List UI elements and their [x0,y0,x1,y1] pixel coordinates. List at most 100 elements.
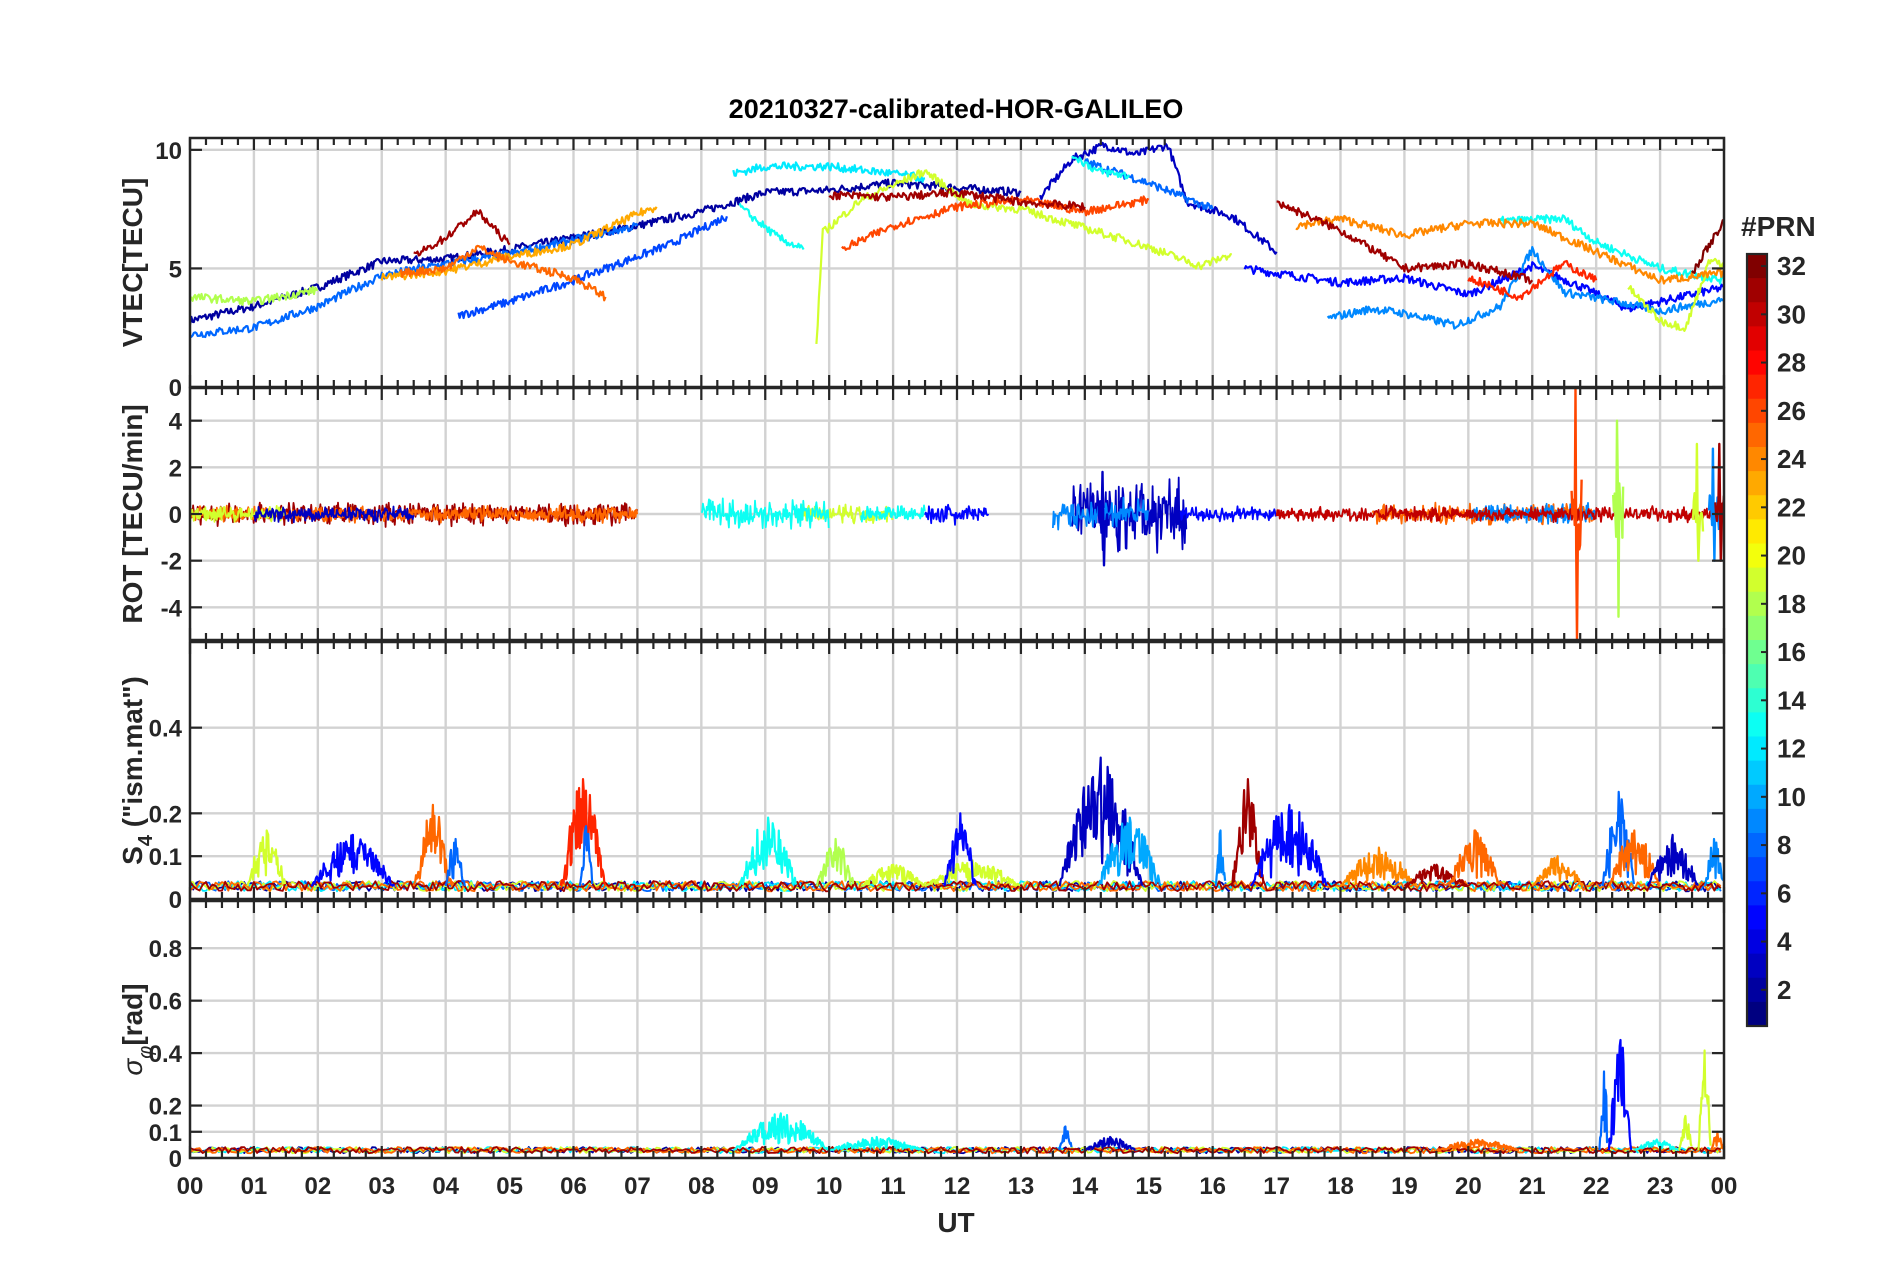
panel-sigma: 00.10.2 0.4 0.6 0.8 σφ[rad] [117,899,1726,1173]
s4-burst-prn-8 [1601,790,1636,887]
y-tick-label: 0.2 [149,1094,182,1121]
x-tick-label: 02 [304,1173,331,1200]
colorbar-swatch [1747,784,1767,810]
x-tick-label: 07 [624,1173,651,1200]
vtec-series-prn-31 [828,188,1086,212]
x-tick-label: 12 [944,1173,971,1200]
s4-burst-prn-24 [1339,846,1418,887]
x-tick-label: 11 [880,1173,905,1200]
y-axis-label-rot: ROT [TECU/min] [117,404,148,623]
colorbar-swatch [1747,760,1767,786]
panel-vtec: 0 5 10 VTEC[TECU] [117,136,1726,402]
x-tick-label: 16 [1199,1173,1226,1200]
y-tick-label: 0.4 [149,716,183,743]
vtec-series-prn-32 [1691,219,1724,274]
colorbar-swatch [1747,422,1767,448]
colorbar-tick-label: 18 [1777,589,1806,619]
s4-burst-prn-13 [738,816,798,887]
rot-series-prn-5 [924,503,990,526]
colorbar-swatch [1747,977,1767,1003]
y-label-part: S [117,846,148,865]
s4-burst-prn-8 [578,825,594,887]
y-label-part: 4 [135,834,157,846]
colorbar-swatch [1747,881,1767,906]
colorbar-swatch [1747,350,1767,376]
colorbar-swatch [1747,808,1767,834]
s4-burst-prn-25 [1607,829,1661,887]
colorbar-tick-label: 8 [1777,830,1791,860]
y-tick-label: 0.6 [149,989,182,1016]
colorbar-swatch [1747,495,1767,520]
colorbar-swatch [1747,254,1767,279]
colorbar-swatch [1747,447,1767,472]
vtec-series-prn-18 [190,285,318,306]
colorbar-swatch [1747,326,1767,352]
chart-title: 20210327-calibrated-HOR-GALILEO [729,94,1184,124]
y-tick-label: -4 [161,595,183,622]
x-tick-label: 03 [368,1173,395,1200]
colorbar-tick-label: 24 [1777,444,1806,474]
x-tick-label: 01 [241,1173,268,1200]
colorbar-tick-label: 10 [1777,782,1806,812]
y-label-part: φ [135,1046,157,1059]
colorbar-swatch [1747,833,1767,858]
baseline-prn-31 [190,880,1722,893]
x-tick-label: 20 [1455,1173,1482,1200]
colorbar-tick-label: 22 [1777,492,1806,522]
x-tick-label: 15 [1135,1173,1162,1200]
s4-burst-prn-9 [1214,829,1227,887]
y-tick-label: 0.1 [149,844,182,871]
colorbar-tick-label: 4 [1777,927,1792,957]
vtec-series-prn-9 [1326,246,1724,330]
y-tick-label: 4 [169,409,183,436]
rot-spike-prn-3 [1097,470,1110,567]
colorbar-swatch [1747,953,1767,979]
sigma-burst-prn-3 [1084,1135,1136,1152]
vtec-series-prn-7 [457,215,728,320]
sigma-burst-prn-8 [1058,1125,1073,1151]
colorbar-swatch [1747,736,1767,762]
y-axis-label-vtec: VTEC[TECU] [117,178,148,348]
s4-burst-prn-19 [246,829,287,887]
rot-series-prn-3 [253,505,415,524]
x-tick-label: 00 [1711,1173,1738,1200]
sigma-burst-prn-19 [1678,1114,1693,1151]
panel-s4: 00.10.20.4S4 ("ism.mat") [117,640,1726,914]
x-tick-label: 05 [496,1173,523,1200]
x-tick-label: 09 [752,1173,779,1200]
colorbar-swatch [1747,905,1767,931]
x-tick-label: 22 [1583,1173,1610,1200]
colorbar-tick-label: 16 [1777,637,1806,667]
sigma-burst-prn-8 [1598,1070,1610,1151]
vtec-series-prn-8 [190,222,639,339]
y-axis-label-s4: S4 ("ism.mat") [117,676,157,865]
rot-series-prn-13 [860,504,926,523]
y-tick-label: 0 [169,887,182,914]
y-tick-label: 0 [169,375,182,402]
s4-burst-prn-5 [943,812,977,887]
rot-spike-prn-19 [1691,442,1705,562]
colorbar-tick-label: 30 [1777,299,1806,329]
colorbar-swatch [1747,1001,1767,1027]
colorbar-swatch [1747,519,1767,545]
sigma-burst-prn-13 [1633,1138,1680,1152]
x-tick-label: 08 [688,1173,715,1200]
vtec-series-prn-31 [413,209,511,257]
s4-burst-prn-5 [1249,803,1328,887]
y-label-part: ("ism.mat") [117,676,148,835]
colorbar-swatch [1747,278,1767,303]
panel-series [190,756,1724,893]
s4-burst-prn-5 [310,833,396,887]
y-tick-label: 5 [169,256,182,283]
s4-burst-prn-19 [860,863,926,888]
sigma-burst-prn-13 [828,1135,925,1152]
sigma-burst-prn-5 [1607,1038,1633,1151]
panel-series [190,388,1724,640]
colorbar-swatch [1747,664,1767,689]
colorbar-swatch [1747,615,1767,641]
x-tick-label: 00 [177,1173,204,1200]
x-axis-label: UT [937,1207,974,1238]
s4-burst-prn-31 [1230,777,1265,887]
